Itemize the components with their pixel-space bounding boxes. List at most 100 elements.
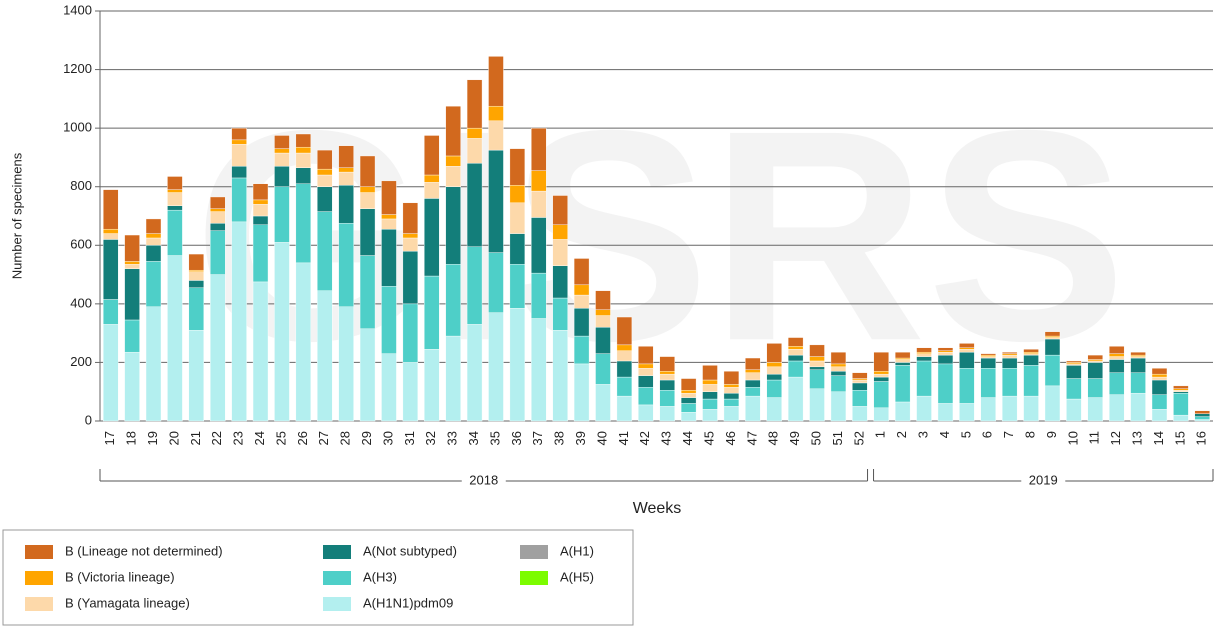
bar-segment	[980, 356, 996, 359]
bar-segment	[188, 287, 205, 331]
bar-segment	[638, 363, 654, 369]
x-tick-label: 13	[1130, 431, 1145, 445]
bar-segment	[873, 407, 889, 422]
bar-segment	[231, 127, 247, 141]
bar-segment	[659, 406, 675, 422]
bar-segment	[894, 401, 911, 422]
bar-segment	[723, 371, 740, 385]
x-tick-label: 44	[680, 431, 695, 445]
bar-segment	[252, 183, 269, 201]
bar-segment	[445, 105, 461, 157]
bar-segment	[445, 186, 461, 265]
bar-segment	[1130, 354, 1146, 357]
bar-segment	[295, 133, 312, 148]
bar-segment	[295, 183, 312, 264]
bar-segment	[1151, 376, 1168, 381]
bar-segment	[1173, 414, 1189, 422]
bar-segment	[103, 299, 119, 325]
legend-swatch	[25, 597, 53, 611]
legend-swatch	[25, 545, 53, 559]
bar-segment	[210, 211, 226, 224]
bar-segment	[595, 309, 611, 316]
bar-segment	[488, 252, 504, 313]
bar-segment	[573, 308, 590, 337]
legend-label: A(H1N1)pdm09	[363, 595, 453, 610]
bar-segment	[702, 398, 718, 410]
bar-segment	[980, 354, 996, 357]
x-tick-label: 29	[359, 431, 374, 445]
bar-segment	[1044, 331, 1061, 337]
bar-segment	[980, 353, 996, 356]
bar-segment	[595, 384, 611, 422]
bar-segment	[702, 391, 718, 400]
y-tick-label: 0	[85, 412, 92, 427]
bar-segment	[659, 356, 675, 372]
x-tick-label: 3	[915, 431, 930, 438]
bar-segment	[1023, 365, 1039, 397]
bar-segment	[959, 351, 975, 369]
group-label: 2018	[469, 472, 498, 487]
bar-segment	[445, 335, 461, 422]
bar-segment	[402, 237, 419, 252]
bar-segment	[916, 351, 932, 354]
bar-segment	[124, 234, 140, 262]
bar-segment	[787, 337, 804, 347]
bar-segment	[124, 261, 140, 265]
bar-segment	[873, 371, 889, 375]
bar-segment	[573, 284, 590, 296]
bar-segment	[231, 144, 247, 167]
bar-segment	[424, 174, 440, 183]
legend-label: A(H1)	[560, 543, 594, 558]
bar-segment	[766, 373, 782, 381]
bar-segment	[231, 139, 247, 145]
legend-label: A(Not subtyped)	[363, 543, 457, 558]
bar-segment	[1044, 335, 1061, 338]
bar-segment	[852, 390, 868, 407]
bar-segment	[509, 148, 526, 186]
bar-segment	[552, 239, 568, 266]
x-tick-label: 9	[1044, 431, 1059, 438]
bar-segment	[616, 395, 633, 422]
y-tick-label: 1400	[63, 2, 92, 17]
bar-segment	[852, 382, 868, 391]
bar-segment	[1108, 353, 1125, 357]
bar-segment	[937, 347, 954, 351]
x-tick-label: 8	[1023, 431, 1038, 438]
bar-segment	[103, 324, 119, 422]
bar-segment	[680, 403, 697, 413]
bar-segment	[381, 180, 397, 215]
bar-segment	[509, 264, 526, 309]
x-tick-label: 32	[423, 431, 438, 445]
bar-segment	[1087, 378, 1103, 398]
bar-segment	[873, 376, 889, 382]
bar-segment	[1044, 354, 1061, 387]
bar-segment	[488, 312, 504, 422]
bar-segment	[295, 152, 312, 168]
bar-segment	[188, 253, 205, 271]
bar-segment	[124, 351, 140, 422]
x-tick-label: 41	[616, 431, 631, 445]
bar-segment	[638, 375, 654, 388]
bar-segment	[1130, 392, 1146, 422]
y-tick-label: 400	[70, 295, 92, 310]
bar-segment	[338, 145, 354, 168]
bar-segment	[1023, 354, 1039, 366]
bar-segment	[274, 166, 290, 187]
bar-segment	[381, 228, 397, 287]
bar-segment	[167, 209, 183, 256]
bar-segment	[402, 303, 419, 363]
bar-segment	[852, 372, 868, 379]
bar-segment	[745, 372, 761, 381]
x-tick-label: 19	[145, 431, 160, 445]
bar-segment	[1108, 346, 1125, 354]
bar-segment	[552, 224, 568, 240]
bar-segment	[894, 359, 911, 363]
bar-segment	[167, 205, 183, 211]
bar-segment	[595, 353, 611, 385]
bar-segment	[509, 202, 526, 234]
bar-segment	[702, 384, 718, 392]
x-tick-label: 50	[808, 431, 823, 445]
bar-segment	[916, 347, 932, 353]
x-tick-label: 40	[594, 431, 609, 445]
